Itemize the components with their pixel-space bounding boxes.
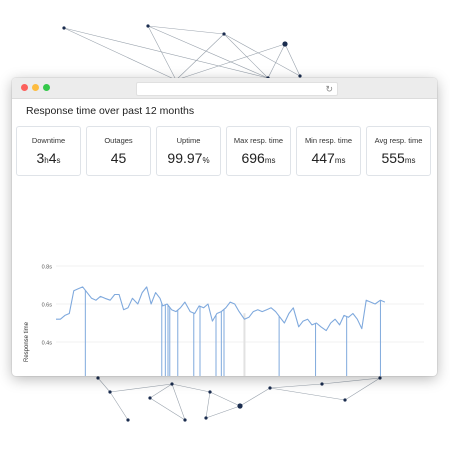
network-edge <box>149 397 186 421</box>
network-node <box>268 386 272 390</box>
network-node <box>148 396 152 400</box>
minimize-window-button[interactable] <box>32 84 39 91</box>
network-edge <box>175 43 286 81</box>
network-edge <box>321 377 381 385</box>
network-edge <box>223 33 301 77</box>
y-axis-label: Response time <box>24 321 30 362</box>
browser-window: ↻ Response time over past 12 months Down… <box>12 78 437 376</box>
stat-value: 696ms <box>241 150 276 166</box>
network-edge <box>171 383 186 421</box>
network-edge <box>205 391 211 419</box>
network-node <box>204 416 208 420</box>
network-node <box>320 382 324 386</box>
network-node <box>62 26 66 30</box>
network-edge <box>63 27 177 81</box>
stat-label: Avg resp. time <box>374 136 423 145</box>
stat-card-downtime: Downtime 3h4s <box>16 126 81 176</box>
close-window-button[interactable] <box>21 84 28 91</box>
network-edge <box>147 25 177 81</box>
stat-label: Outages <box>104 136 133 145</box>
maximize-window-button[interactable] <box>43 84 50 91</box>
network-node <box>378 376 382 380</box>
y-tick-label: 0.4s <box>42 341 53 347</box>
stat-card-outages: Outages 45 <box>86 126 151 176</box>
network-edge <box>269 383 323 389</box>
network-edge <box>149 383 173 399</box>
page-title: Response time over past 12 months <box>26 105 195 117</box>
stat-card-uptime: Uptime 99.97% <box>156 126 221 176</box>
stat-label: Uptime <box>176 136 201 145</box>
network-node <box>237 403 243 409</box>
network-edge <box>344 377 381 401</box>
network-edge <box>269 387 346 401</box>
network-node <box>96 376 100 380</box>
browser-titlebar: ↻ <box>12 78 437 99</box>
stat-card-avg-response: Avg resp. time 555ms <box>366 126 431 176</box>
network-node <box>126 418 130 422</box>
network-edge <box>97 377 111 393</box>
network-edge <box>205 405 241 419</box>
response-time-line <box>56 286 386 332</box>
stat-label: Downtime <box>31 136 66 145</box>
network-edge <box>267 43 286 79</box>
network-edge <box>223 33 269 79</box>
address-bar[interactable]: ↻ <box>136 82 338 96</box>
network-node <box>146 24 150 28</box>
network-edge <box>109 383 173 393</box>
network-edge <box>284 43 301 77</box>
y-tick-label: 0.6s <box>42 303 53 309</box>
network-node <box>298 74 302 78</box>
stat-label: Max resp. time <box>233 136 284 145</box>
network-node <box>282 41 288 47</box>
network-edge <box>175 33 225 81</box>
network-edge <box>63 27 269 79</box>
stat-value: 555ms <box>381 150 416 166</box>
network-edge <box>171 383 211 393</box>
network-node <box>183 418 187 422</box>
stat-value: 45 <box>110 150 127 166</box>
network-edge <box>109 391 129 421</box>
stat-card-min-response: Min resp. time 447ms <box>296 126 361 176</box>
stat-value: 3h4s <box>36 150 61 166</box>
network-node <box>170 382 174 386</box>
stat-value: 447ms <box>311 150 346 166</box>
network-edge <box>209 391 241 407</box>
network-node <box>208 390 212 394</box>
network-node <box>222 32 226 36</box>
stat-label: Min resp. time <box>304 136 353 145</box>
network-edge <box>147 25 225 35</box>
stat-value: 99.97% <box>167 150 210 166</box>
reload-icon[interactable]: ↻ <box>325 84 333 94</box>
y-tick-label: 0.8s <box>42 265 53 271</box>
network-edge <box>147 25 269 79</box>
network-node <box>343 398 347 402</box>
network-node <box>108 390 112 394</box>
stat-card-max-response: Max resp. time 696ms <box>226 126 291 176</box>
network-edge <box>239 387 271 407</box>
